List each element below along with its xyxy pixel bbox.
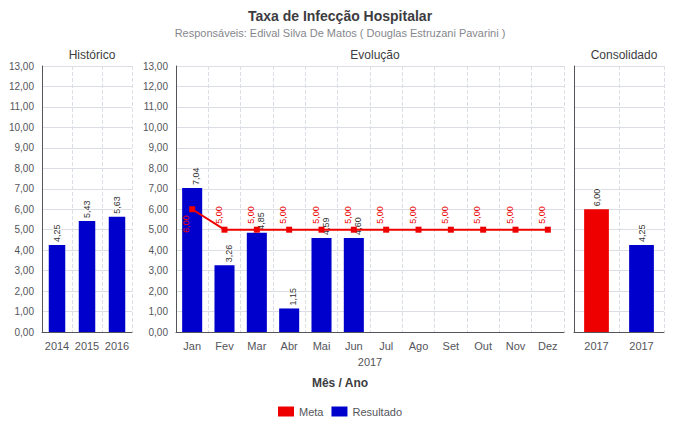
svg-text:5,00: 5,00: [246, 206, 256, 224]
svg-text:Set: Set: [443, 340, 460, 352]
svg-text:0,00: 0,00: [149, 327, 169, 338]
svg-text:9,00: 9,00: [15, 142, 35, 153]
svg-text:Histórico: Histórico: [69, 48, 116, 62]
svg-text:3,26: 3,26: [224, 245, 234, 263]
svg-text:12,00: 12,00: [9, 81, 34, 92]
svg-text:5,00: 5,00: [311, 206, 321, 224]
svg-text:7,00: 7,00: [149, 183, 169, 194]
svg-text:4,25: 4,25: [52, 225, 62, 243]
svg-text:5,00: 5,00: [537, 206, 547, 224]
svg-text:1,15: 1,15: [288, 288, 298, 306]
svg-text:4,60: 4,60: [352, 217, 363, 235]
svg-text:2015: 2015: [75, 340, 99, 352]
svg-text:Resultado: Resultado: [352, 406, 402, 418]
svg-text:5,00: 5,00: [149, 224, 169, 235]
svg-text:Taxa de Infecção Hospitalar: Taxa de Infecção Hospitalar: [248, 8, 433, 24]
svg-text:7,00: 7,00: [15, 183, 35, 194]
svg-text:1,00: 1,00: [15, 306, 35, 317]
svg-text:8,00: 8,00: [15, 163, 35, 174]
svg-text:5,00: 5,00: [505, 206, 515, 224]
svg-text:Dez: Dez: [538, 340, 558, 352]
svg-text:2017: 2017: [584, 340, 608, 352]
svg-text:12,00: 12,00: [143, 81, 168, 92]
svg-text:10,00: 10,00: [9, 122, 34, 133]
svg-text:2014: 2014: [45, 340, 69, 352]
svg-text:2,00: 2,00: [15, 286, 35, 297]
svg-text:Responsáveis: Edival Silva De: Responsáveis: Edival Silva De Matos ( Do…: [175, 27, 506, 39]
svg-text:3,00: 3,00: [149, 265, 169, 276]
svg-text:11,00: 11,00: [10, 101, 35, 112]
svg-text:Jan: Jan: [183, 340, 201, 352]
svg-text:0,00: 0,00: [15, 327, 35, 338]
svg-text:4,85: 4,85: [255, 212, 266, 230]
svg-text:13,00: 13,00: [143, 61, 168, 72]
svg-text:2017: 2017: [358, 356, 382, 368]
svg-text:6,00: 6,00: [181, 215, 191, 233]
svg-text:3,00: 3,00: [15, 265, 35, 276]
svg-text:Ago: Ago: [409, 340, 429, 352]
svg-text:5,43: 5,43: [82, 200, 92, 218]
svg-text:2017: 2017: [629, 340, 653, 352]
svg-text:4,00: 4,00: [149, 245, 169, 256]
svg-text:Out: Out: [474, 340, 492, 352]
svg-text:5,00: 5,00: [214, 206, 224, 224]
svg-text:2016: 2016: [105, 340, 129, 352]
svg-text:6,00: 6,00: [149, 204, 169, 215]
svg-text:5,00: 5,00: [278, 206, 288, 224]
svg-text:Abr: Abr: [281, 340, 298, 352]
svg-text:5,00: 5,00: [472, 206, 482, 224]
svg-text:8,00: 8,00: [149, 163, 169, 174]
svg-text:4,59: 4,59: [320, 217, 331, 236]
svg-text:Nov: Nov: [506, 340, 526, 352]
svg-text:5,00: 5,00: [15, 224, 35, 235]
svg-text:Jul: Jul: [379, 340, 393, 352]
svg-text:11,00: 11,00: [144, 101, 169, 112]
svg-text:10,00: 10,00: [143, 122, 168, 133]
svg-text:Mês / Ano: Mês / Ano: [312, 376, 368, 390]
svg-text:4,00: 4,00: [15, 245, 35, 256]
svg-text:6,00: 6,00: [15, 204, 35, 215]
svg-text:Mar: Mar: [247, 340, 266, 352]
svg-text:9,00: 9,00: [149, 142, 169, 153]
svg-text:Mai: Mai: [313, 340, 331, 352]
svg-text:2,00: 2,00: [149, 286, 169, 297]
svg-text:4,25: 4,25: [637, 225, 647, 243]
svg-text:5,00: 5,00: [375, 206, 385, 224]
svg-text:5,00: 5,00: [440, 206, 450, 224]
svg-text:6,00: 6,00: [592, 189, 602, 207]
svg-text:5,00: 5,00: [408, 206, 418, 224]
svg-text:Meta: Meta: [299, 406, 324, 418]
svg-text:5,63: 5,63: [112, 196, 122, 214]
svg-text:Consolidado: Consolidado: [591, 48, 658, 62]
svg-text:Jun: Jun: [345, 340, 363, 352]
svg-text:13,00: 13,00: [9, 61, 34, 72]
svg-text:Fev: Fev: [215, 340, 234, 352]
svg-text:7,04: 7,04: [191, 167, 201, 185]
svg-text:Evolução: Evolução: [350, 48, 400, 62]
svg-text:1,00: 1,00: [149, 306, 169, 317]
svg-text:5,00: 5,00: [343, 206, 353, 224]
